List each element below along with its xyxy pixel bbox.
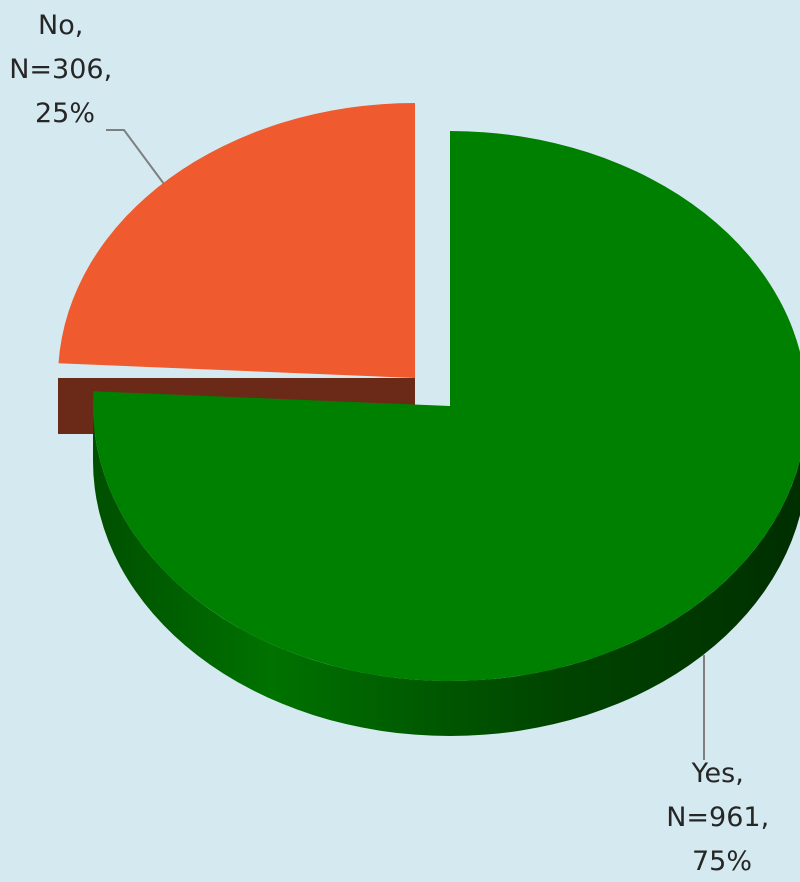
leader-line-no [106, 129, 165, 185]
slice-yes [93, 131, 800, 736]
label-yes-line-2: N=961, [666, 802, 769, 833]
label-yes-line-3: 75% [692, 846, 752, 877]
label-no: No, N=306, 25% [9, 10, 121, 129]
slice-no [58, 103, 415, 434]
label-no-line-3: 25% [35, 98, 95, 129]
label-no-line-1: No, [38, 10, 83, 41]
label-no-line-2: N=306, [9, 54, 112, 85]
slice-yes-side [93, 406, 800, 736]
label-yes: Yes, N=961, 75% [666, 758, 778, 877]
label-yes-line-1: Yes, [691, 758, 744, 789]
slice-no-top [58, 103, 415, 378]
slice-yes-top [93, 131, 800, 681]
